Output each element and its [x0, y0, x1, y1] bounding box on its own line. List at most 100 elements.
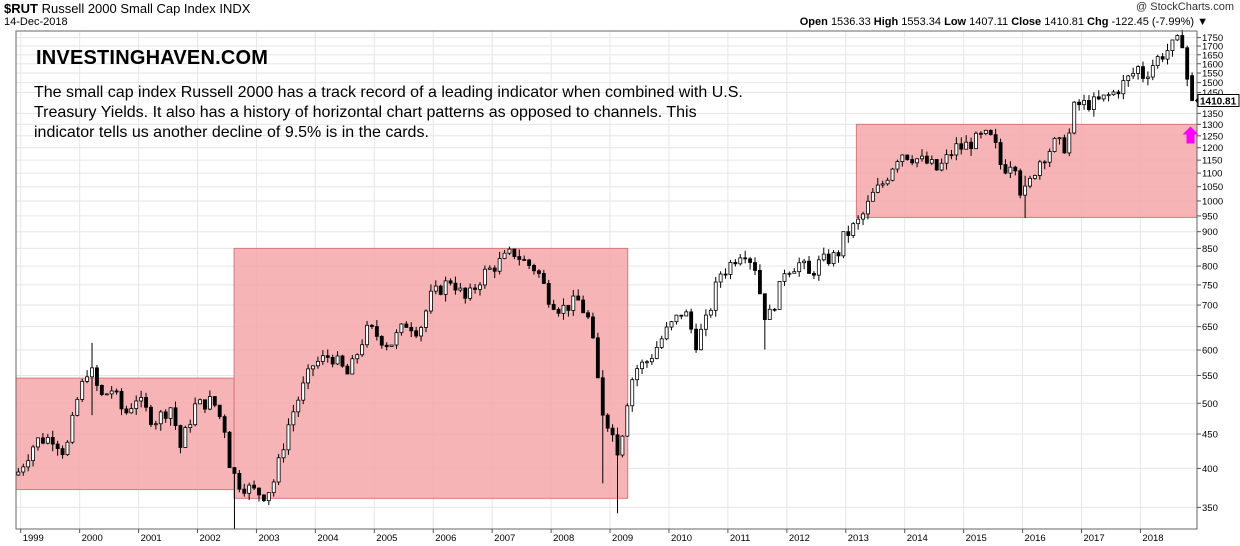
candle-body: [988, 129, 993, 136]
index-name: Russell 2000 Small Cap Index: [41, 1, 216, 16]
candle-body: [1141, 66, 1145, 79]
candle-body: [389, 344, 394, 348]
stockcharts-brand: @ StockCharts.com: [1136, 1, 1234, 13]
candle-body: [792, 271, 797, 274]
candle-body: [954, 143, 959, 156]
candle-body: [591, 316, 595, 339]
chg-label: Chg: [1087, 16, 1109, 28]
candle-body: [934, 159, 939, 171]
candle-body: [978, 132, 983, 135]
candle-body: [654, 346, 659, 359]
candle-body: [316, 360, 320, 367]
candle-body: [242, 488, 247, 494]
candle-body: [723, 273, 728, 276]
candle-body: [733, 261, 738, 265]
candle-body: [1028, 177, 1032, 187]
candle-body: [70, 414, 75, 443]
candle-body: [1165, 50, 1170, 60]
candle-body: [870, 191, 875, 202]
candle-body: [910, 159, 915, 164]
candle-body: [689, 311, 694, 330]
candle-body: [379, 335, 384, 346]
open-value: 1536.33: [830, 16, 871, 28]
candle-body: [16, 471, 21, 476]
candle-body: [261, 494, 266, 502]
candle-body: [31, 446, 36, 462]
y-tick-label: 750: [1202, 280, 1218, 291]
candle-body: [767, 308, 772, 320]
candle-body: [502, 252, 507, 259]
candle-body: [325, 355, 330, 358]
candle-body: [340, 355, 345, 367]
symbol: $RUT: [4, 1, 38, 16]
candle-body: [55, 443, 60, 450]
consolidation-zone: [15, 377, 235, 491]
candle-body: [45, 437, 50, 444]
y-tick-label: 500: [1202, 399, 1218, 410]
candle-body: [743, 257, 748, 260]
candle-body: [1082, 100, 1086, 106]
candle-body: [551, 303, 556, 310]
y-tick-label: 1700: [1202, 42, 1223, 53]
high-label: High: [873, 16, 899, 28]
candle-body: [1126, 75, 1131, 81]
candle-body: [738, 257, 743, 265]
candle-body: [306, 368, 311, 384]
candle-body: [193, 403, 198, 426]
x-tick-label: 2010: [671, 533, 692, 544]
candle-body: [802, 260, 807, 264]
candle-body: [826, 253, 831, 265]
investinghaven-brand: INVESTINGHAVEN.COM: [36, 47, 269, 69]
candle-body: [134, 400, 139, 409]
candle-body: [291, 411, 296, 426]
candle-body: [1185, 47, 1190, 80]
candle-body: [399, 323, 404, 334]
plot-border: [15, 30, 1198, 530]
x-tick-label: 2000: [82, 533, 103, 544]
candle-body: [610, 427, 615, 436]
candle-body: [188, 424, 193, 428]
y-tick-label: 1650: [1202, 50, 1223, 61]
candle-body: [684, 311, 689, 317]
candle-body: [335, 355, 340, 365]
candle-body: [964, 141, 969, 150]
x-tick-label: 2014: [907, 533, 928, 544]
candle-body: [114, 390, 119, 393]
y-tick-label: 1200: [1202, 143, 1223, 154]
candle-body: [60, 448, 65, 456]
candle-body: [571, 295, 576, 311]
candle-body: [1023, 185, 1028, 196]
x-tick-label: 2009: [612, 533, 633, 544]
candle-body: [885, 179, 890, 185]
candle-body: [424, 310, 428, 328]
candle-body: [522, 259, 527, 261]
annotations: 1410.81: [1182, 93, 1240, 144]
candle-body: [861, 213, 865, 220]
candle-body: [974, 132, 978, 150]
x-tick-label: 2015: [966, 533, 987, 544]
candle-body: [1190, 75, 1195, 101]
candle-body: [129, 408, 134, 414]
chart-date: 14-Dec-2018: [4, 16, 68, 28]
candle-body: [271, 481, 276, 494]
candle-body: [1008, 166, 1013, 174]
candle-body: [487, 267, 492, 270]
candle-body: [664, 326, 669, 340]
y-tick-label: 900: [1202, 227, 1218, 238]
candle-body: [1072, 101, 1077, 134]
candle-body: [222, 416, 227, 433]
candle-body: [699, 328, 703, 351]
y-tick-label: 1300: [1202, 120, 1223, 131]
close-value: 1410.81: [1044, 16, 1084, 28]
candle-body: [669, 321, 674, 328]
candle-body: [286, 424, 291, 451]
annotation-text: The small cap index Russell 2000 has a t…: [34, 84, 743, 141]
candle-body: [345, 365, 350, 375]
candle-body: [920, 155, 924, 160]
candle-body: [438, 285, 443, 295]
candle-body: [512, 248, 517, 257]
y-tick-label: 650: [1202, 322, 1218, 333]
candle-body: [404, 323, 409, 328]
candle-body: [370, 324, 374, 327]
candle-body: [566, 304, 571, 311]
